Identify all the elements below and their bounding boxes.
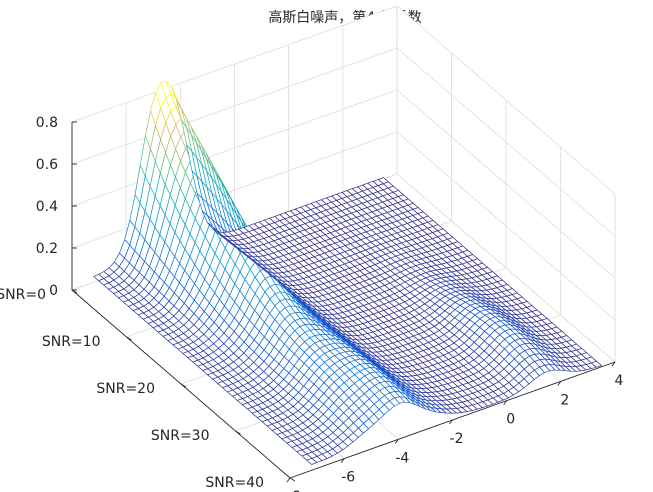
x-tick-label: 0 bbox=[506, 412, 515, 428]
grid-line-z-back bbox=[71, 5, 398, 123]
x-tick-mark bbox=[611, 361, 616, 367]
y-tick-label: SNR=0 bbox=[0, 287, 46, 303]
z-tick-label: 0.6 bbox=[36, 157, 58, 173]
y-tick-mark bbox=[289, 477, 296, 482]
z-tick-label: 0.8 bbox=[36, 115, 58, 131]
z-tick-label: 0.4 bbox=[36, 199, 58, 215]
grid-line-z-back bbox=[71, 47, 398, 165]
x-tick-label: -4 bbox=[395, 450, 409, 466]
surface-mesh bbox=[93, 80, 602, 465]
x-tick-label: -8 bbox=[287, 489, 301, 492]
z-tick-label: 0 bbox=[49, 283, 58, 299]
grid-line-z-side bbox=[396, 173, 616, 363]
x-tick-mark bbox=[449, 419, 453, 425]
grid-line-z-side bbox=[396, 47, 616, 237]
grid-line-z-back bbox=[71, 89, 398, 207]
x-tick-mark bbox=[286, 477, 291, 483]
y-tick-label: SNR=20 bbox=[96, 381, 155, 397]
grid-line-z-side bbox=[396, 89, 616, 279]
y-tick-label: SNR=10 bbox=[42, 334, 101, 350]
z-tick-label: 0.2 bbox=[36, 241, 58, 257]
x-tick-mark bbox=[394, 439, 399, 444]
grid-line-z-side bbox=[396, 131, 616, 321]
x-tick-label: 2 bbox=[560, 392, 569, 408]
x-tick-label: -2 bbox=[450, 431, 464, 447]
x-tick-label: -6 bbox=[341, 470, 355, 486]
y-tick-mark bbox=[126, 336, 132, 341]
grid-line-z-side bbox=[396, 5, 616, 195]
x-tick-mark bbox=[340, 458, 345, 463]
y-tick-mark bbox=[71, 289, 78, 294]
mesh-cell bbox=[377, 177, 389, 185]
y-tick-mark bbox=[235, 430, 241, 435]
x-tick-label: 4 bbox=[615, 373, 624, 389]
x-tick-mark bbox=[503, 400, 508, 405]
tick-labels: -8 -6 -4 -2 0 2 4 SNR=0 SNR=10 SNR=20 SNR=30 SNR=40… bbox=[0, 115, 624, 492]
x-tick-mark bbox=[557, 381, 562, 386]
y-tick-label: SNR=30 bbox=[151, 428, 210, 444]
grid-line-z-back bbox=[71, 131, 398, 249]
y-tick-label: SNR=40 bbox=[205, 475, 264, 491]
y-tick-mark bbox=[180, 383, 187, 388]
